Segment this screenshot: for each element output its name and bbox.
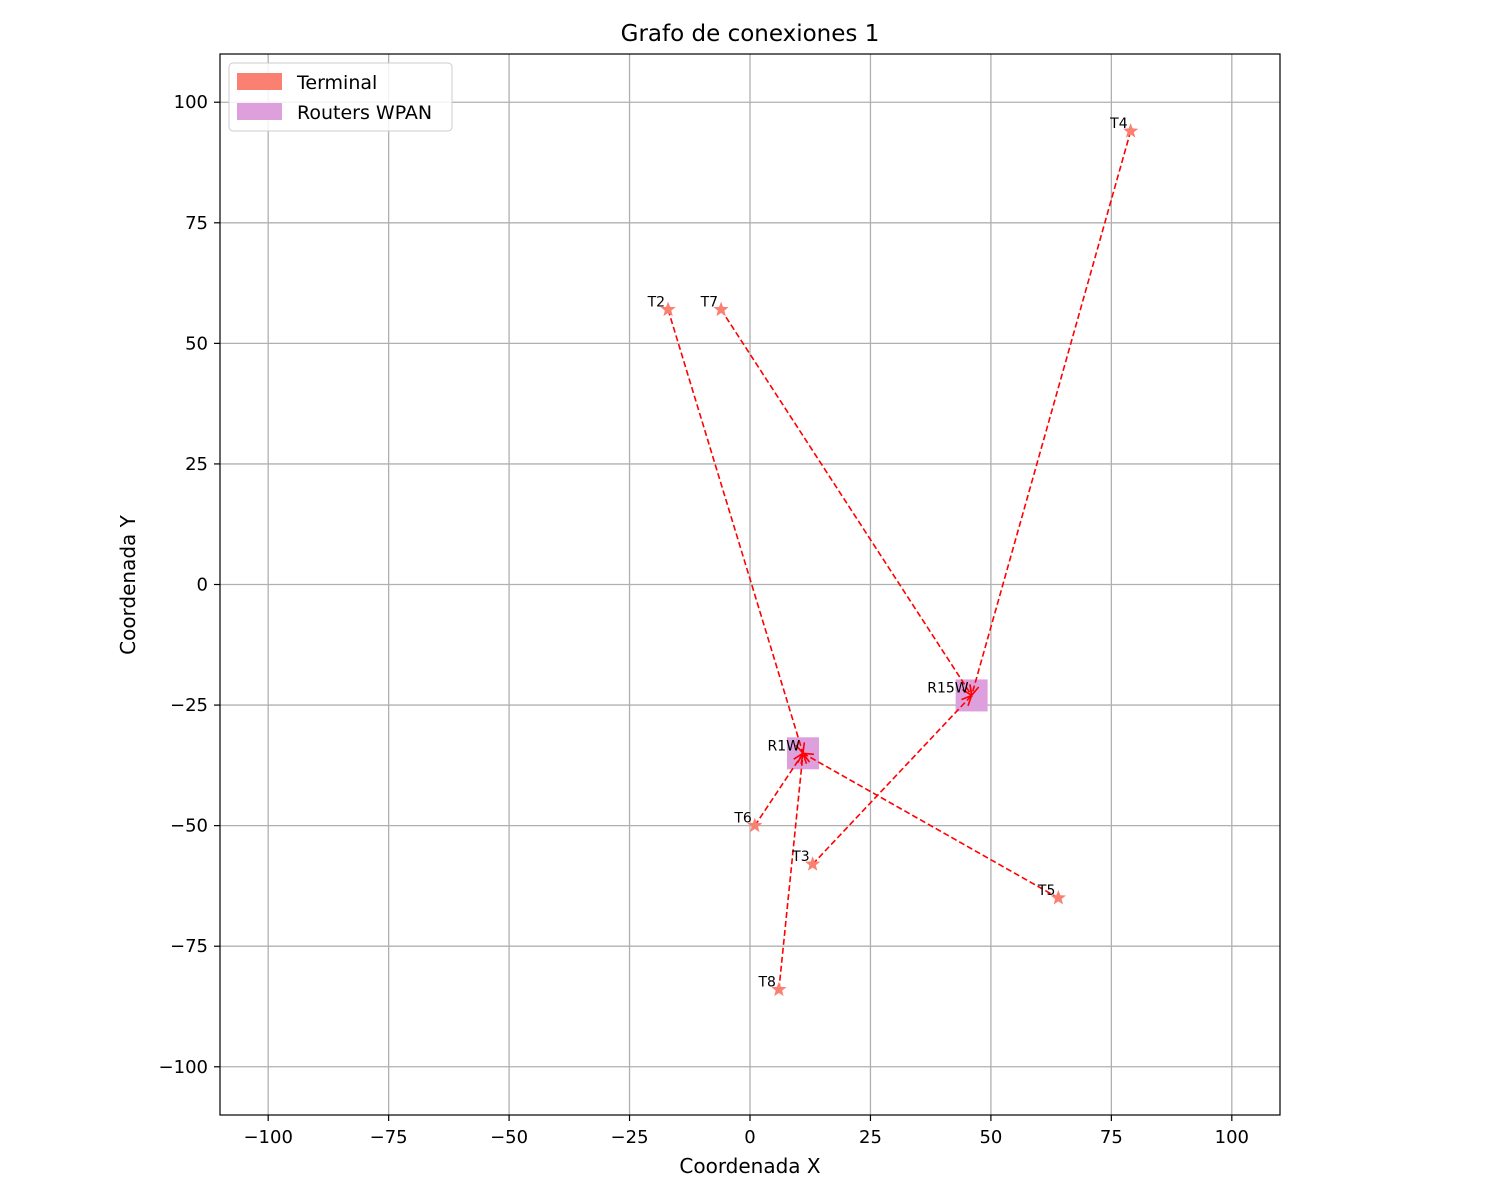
connection-edge	[667, 309, 804, 754]
y-tick-label: −75	[170, 936, 208, 957]
x-tick-label: 75	[1100, 1127, 1123, 1148]
node-label: R15W	[927, 680, 969, 696]
connection-edge	[812, 694, 973, 865]
y-tick-label: −50	[170, 816, 208, 837]
y-tick-label: 25	[185, 454, 208, 475]
y-tick-label: −25	[170, 695, 208, 716]
x-axis-title: Coordenada X	[679, 1154, 821, 1178]
y-axis-title: Coordenada Y	[116, 514, 140, 655]
node-label: T6	[733, 811, 752, 827]
y-tick-label: 50	[185, 333, 208, 354]
chart-title: Grafo de conexiones 1	[621, 21, 880, 47]
node-label: T3	[791, 849, 809, 865]
terminal-star-marker	[771, 981, 787, 997]
edge-arrowhead	[961, 693, 973, 707]
x-tick-label: −100	[243, 1127, 292, 1148]
connection-edge	[754, 752, 804, 827]
terminal-star-marker	[1050, 889, 1066, 905]
connection-edge	[778, 753, 804, 990]
node-label: T5	[1037, 883, 1055, 899]
node-labels: T2 T3 T4 T5 T6 T7 T8 R1W R15W	[647, 116, 1128, 990]
terminal-star-marker	[660, 301, 676, 317]
x-tick-label: 100	[1215, 1127, 1249, 1148]
y-tick-label: 75	[185, 213, 208, 234]
x-tick-label: 50	[979, 1127, 1002, 1148]
x-tick-label: −25	[611, 1127, 649, 1148]
axis-ticks: −100 −75 −50 −25 0 25 50 75 100 −100 −75 −50 −25 0 25 5…	[159, 92, 1249, 1148]
y-tick-label: 0	[197, 575, 208, 596]
x-tick-label: 25	[859, 1127, 882, 1148]
legend-box	[228, 62, 453, 132]
terminal-star-marker	[805, 856, 821, 871]
terminal-markers	[660, 123, 1139, 997]
terminal-star-marker	[1123, 123, 1139, 138]
node-label: T4	[1109, 116, 1128, 132]
x-tick-label: −75	[370, 1127, 408, 1148]
y-tick-label: 100	[174, 92, 208, 113]
node-label: T7	[700, 295, 718, 311]
connection-edge	[720, 309, 973, 696]
terminal-star-marker	[713, 301, 729, 317]
connection-edge	[970, 130, 1132, 696]
chart-legend: Terminal Routers WPAN	[228, 62, 453, 132]
terminal-star-marker	[747, 817, 763, 833]
node-label: T8	[757, 975, 775, 991]
x-tick-label: −50	[490, 1127, 528, 1148]
edge-arrowhead	[801, 752, 815, 763]
legend-label-routers: Routers WPAN	[297, 102, 432, 124]
grid-lines	[220, 54, 1280, 1115]
node-label: T2	[647, 295, 665, 311]
legend-swatch-routers	[237, 103, 282, 120]
node-label: R1W	[768, 738, 801, 754]
connection-edges	[667, 130, 1132, 990]
connection-edge	[802, 752, 1059, 899]
legend-swatch-terminal	[237, 73, 282, 90]
y-tick-label: −100	[159, 1057, 208, 1078]
legend-label-terminal: Terminal	[296, 72, 377, 94]
x-tick-label: 0	[744, 1127, 755, 1148]
